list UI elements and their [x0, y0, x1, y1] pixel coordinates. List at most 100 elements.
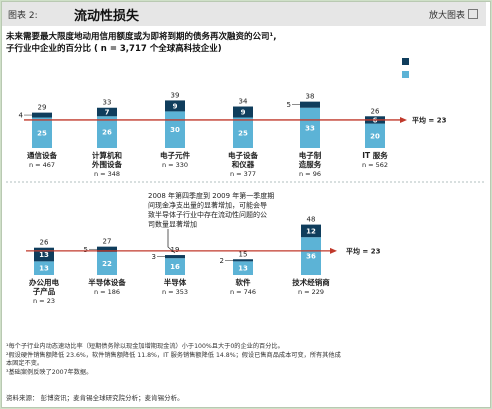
bar-segment-recession	[300, 101, 320, 108]
bar-segment-recession	[165, 255, 185, 259]
bar-value-base: 36	[306, 253, 316, 261]
legend-item-base	[402, 71, 413, 79]
bar-value-recession: 2	[220, 257, 224, 265]
bar-value-recession: 9	[241, 109, 246, 117]
bar-value-base: 13	[39, 265, 49, 273]
bar-segment-base	[233, 117, 253, 148]
bar-segment-recession	[301, 224, 321, 238]
category-sample-size: n = 348	[94, 170, 120, 178]
category-sample-size: n = 746	[230, 288, 256, 296]
average-arrow-icon	[400, 116, 407, 123]
category-label: 计算机和	[92, 150, 122, 160]
bar-total-label: 19	[171, 246, 180, 254]
category-sample-size: n = 23	[33, 297, 55, 305]
bar-value-recession: 5	[84, 246, 88, 254]
bar-segment-base	[34, 261, 54, 275]
bar-total-label: 39	[171, 91, 180, 99]
bar-total-label: 48	[307, 216, 316, 224]
category-sample-size: n = 229	[298, 288, 324, 296]
category-label: 电子元件	[160, 150, 190, 160]
bar-value-recession: 9	[173, 102, 178, 110]
footnote-1: ¹每个子行业内动态速动比率（短期债务除以现金加增期现金流）小于100%且大于0的…	[6, 343, 284, 350]
bar-segment-base	[300, 107, 320, 148]
footnotes: ¹每个子行业内动态速动比率（短期债务除以现金加增期现金流）小于100%且大于0的…	[6, 343, 484, 377]
figure-header: 图表 2: 流动性损失 放大图表	[2, 2, 486, 26]
bar-value-base: 25	[238, 129, 248, 137]
bar-segment-base	[165, 258, 185, 275]
legend-item-economic	[402, 58, 413, 66]
bar-segment-base	[233, 261, 253, 275]
category-label: 半导体	[164, 277, 187, 287]
annotation-text: 2008 年第四季度到 2009 年第一季度期	[148, 191, 274, 200]
average-label: 平均 = 23	[412, 115, 447, 124]
category-label: 电子制	[299, 150, 322, 160]
category-sample-size: n = 377	[230, 170, 256, 178]
bar-value-recession: 5	[287, 101, 291, 109]
bar-total-label: 33	[103, 99, 112, 107]
category-label: 技术经销商	[292, 277, 330, 287]
bar-value-base: 16	[170, 263, 180, 271]
bar-value-base: 20	[370, 132, 380, 140]
legend-swatch-dark	[402, 58, 409, 65]
source-line: 资料来源： 彭博资讯；麦肯锡全球研究院分析；麦肯锡分析。	[6, 394, 184, 402]
bar-value-base: 33	[305, 124, 315, 132]
bar-segment-recession	[233, 259, 253, 262]
bar-value-base: 13	[238, 265, 248, 273]
bar-segment-base	[365, 123, 385, 148]
bar-total-label: 38	[306, 93, 315, 101]
category-label: 软件	[236, 277, 251, 287]
bar-total-label: 29	[38, 104, 47, 112]
bar-total-label: 15	[239, 250, 248, 258]
bar-value-recession: 12	[306, 227, 316, 235]
bar-value-recession: 3	[152, 253, 156, 261]
annotation-pointer	[167, 229, 176, 254]
zoom-button[interactable]: 放大图表	[429, 8, 478, 21]
footnote-2-cont: 本固定不变。	[6, 360, 44, 368]
category-sample-size: n = 467	[29, 161, 55, 169]
zoom-label: 放大图表	[428, 11, 465, 21]
category-sample-size: n = 186	[94, 288, 120, 296]
bar-value-recession: 7	[105, 109, 110, 117]
bar-segment-base	[32, 117, 52, 148]
category-label: 子产品	[33, 286, 56, 296]
bar-segment-recession	[165, 100, 185, 112]
chart-question-line1: 未来需要最大限度地动用信用额度或为即将到期的债务再次融资的公司¹,	[6, 32, 277, 42]
bar-total-label: 26	[371, 107, 380, 115]
footnote-3: ³基础案例反映了2007年数据。	[6, 368, 93, 376]
bar-value-base: 22	[102, 260, 112, 268]
bar-segment-recession	[32, 112, 52, 118]
bar-segment-base	[301, 237, 321, 275]
bar-segment-base	[97, 116, 117, 148]
bar-value-base: 25	[37, 129, 47, 137]
category-label: 办公用电	[29, 277, 59, 287]
figure-number: 图表 2:	[8, 11, 38, 21]
figure-title: 流动性损失	[74, 9, 140, 24]
category-label: IT 服务	[362, 150, 388, 160]
zoom-icon	[468, 9, 478, 19]
category-sample-size: n = 562	[362, 161, 388, 169]
bar-total-label: 27	[103, 238, 112, 246]
bar-segment-base	[97, 251, 117, 275]
bar-value-recession: 4	[19, 112, 24, 120]
bar-segment-recession	[97, 107, 117, 117]
category-sample-size: n = 96	[299, 170, 321, 178]
category-label: 外围设备	[92, 159, 122, 169]
bar-segment-recession	[97, 246, 117, 252]
category-label: 和仪器	[232, 159, 255, 169]
bar-value-recession: 13	[39, 251, 49, 259]
category-label: 半导体设备	[88, 277, 126, 287]
legend-swatch-light	[402, 71, 409, 78]
category-sample-size: n = 330	[162, 161, 188, 169]
annotation-text: 致半导体子行业中存在流动性问题的公	[148, 210, 267, 219]
chart-question-line2: 子行业中企业的百分比 ( n = 3,717 个全球高科技企业)	[6, 44, 222, 54]
average-label: 平均 = 23	[346, 246, 381, 255]
bar-value-base: 30	[170, 126, 180, 134]
category-label: 造服务	[299, 159, 322, 169]
bar-total-label: 26	[40, 239, 49, 247]
category-label: 电子设备	[228, 150, 258, 160]
annotation-text: 间现金净支出量的显著增加，可能会导	[148, 201, 267, 210]
footnote-2: ²假设硬件销售额降低 23.6%，软件销售额降低 11.8%，IT 服务销售额降…	[6, 351, 341, 359]
category-label: 通信设备	[27, 150, 57, 160]
